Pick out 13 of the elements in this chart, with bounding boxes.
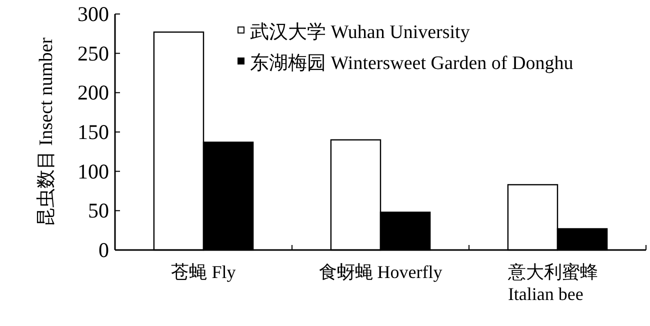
x-tick-label: 食蚜蝇 Hoverfly <box>318 262 442 282</box>
y-tick-label: 250 <box>78 41 109 66</box>
y-tick-label: 100 <box>78 159 109 184</box>
x-tick-label: 意大利蜜蜂 Italian bee <box>506 262 598 304</box>
x-tick-label: 苍蝇 Fly <box>171 262 236 282</box>
y-tick-label: 300 <box>78 2 109 26</box>
y-tick-label: 200 <box>78 80 109 105</box>
legend-label: 东湖梅园 Wintersweet Garden of Donghu <box>250 53 574 74</box>
y-axis-title: 昆虫数目 Insect number <box>36 36 57 226</box>
y-tick-label: 0 <box>98 238 109 262</box>
y-tick-label: 50 <box>88 198 109 223</box>
legend-label: 武汉大学 Wuhan University <box>250 22 470 43</box>
y-tick-label: 150 <box>78 120 109 144</box>
